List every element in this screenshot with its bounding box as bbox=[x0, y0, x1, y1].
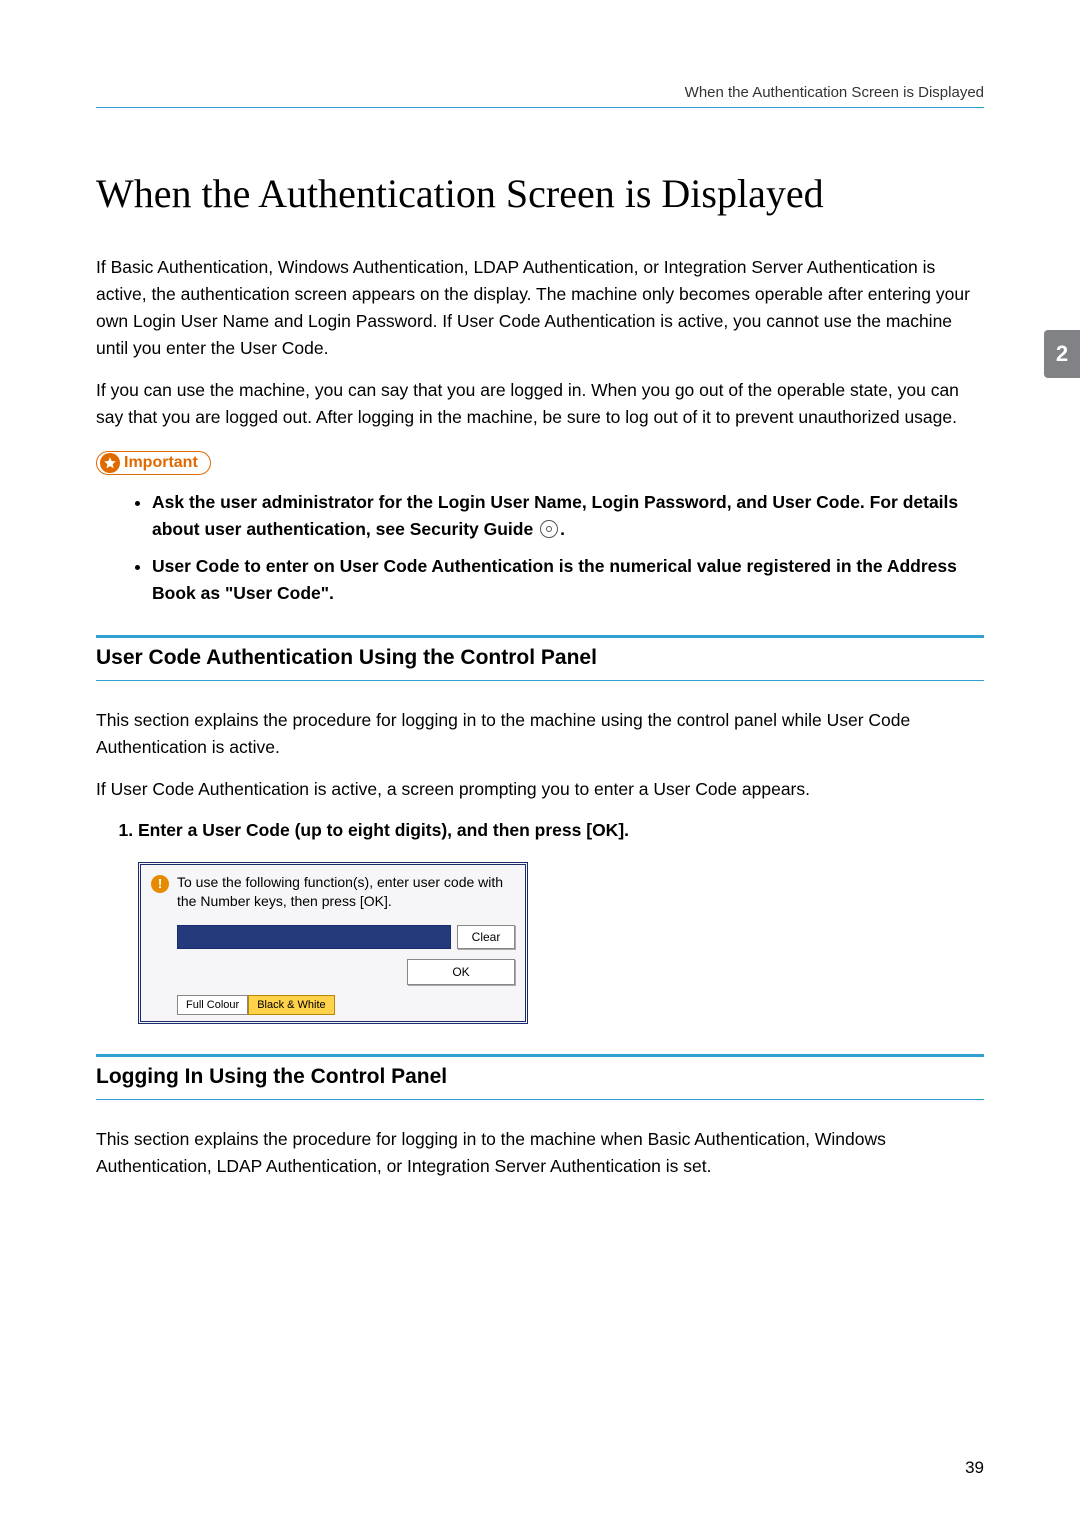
tab-full-colour[interactable]: Full Colour bbox=[177, 995, 248, 1015]
section-heading-1: User Code Authentication Using the Contr… bbox=[96, 638, 984, 681]
panel-input-row: Clear bbox=[151, 925, 515, 949]
page: When the Authentication Screen is Displa… bbox=[0, 0, 1080, 1532]
section1-step-1: Enter a User Code (up to eight digits), … bbox=[138, 817, 984, 844]
running-title-text: When the Authentication Screen is Displa… bbox=[685, 84, 984, 101]
important-badge: Important bbox=[96, 451, 211, 475]
chapter-number: 2 bbox=[1056, 341, 1068, 367]
section2-paragraph-1: This section explains the procedure for … bbox=[96, 1126, 984, 1180]
user-code-input[interactable] bbox=[177, 925, 451, 949]
important-item-1-text-b: . bbox=[560, 519, 565, 539]
page-number: 39 bbox=[965, 1458, 984, 1478]
chapter-tab: 2 bbox=[1044, 330, 1080, 378]
section1-paragraph-1: This section explains the procedure for … bbox=[96, 707, 984, 761]
control-panel-screenshot: ! To use the following function(s), ente… bbox=[138, 862, 528, 1024]
page-title: When the Authentication Screen is Displa… bbox=[96, 170, 984, 218]
intro-paragraph-1: If Basic Authentication, Windows Authent… bbox=[96, 254, 984, 363]
important-item-1: Ask the user administrator for the Login… bbox=[152, 489, 984, 543]
important-list: Ask the user administrator for the Login… bbox=[96, 489, 984, 608]
star-icon bbox=[100, 453, 120, 473]
intro-paragraph-2: If you can use the machine, you can say … bbox=[96, 377, 984, 431]
info-icon: ! bbox=[151, 875, 169, 893]
section-heading-2: Logging In Using the Control Panel bbox=[96, 1057, 984, 1100]
section1-steps: Enter a User Code (up to eight digits), … bbox=[96, 817, 984, 844]
important-item-2: User Code to enter on User Code Authenti… bbox=[152, 553, 984, 607]
cd-icon bbox=[540, 520, 558, 538]
panel-message-row: ! To use the following function(s), ente… bbox=[151, 873, 515, 911]
tab-black-white[interactable]: Black & White bbox=[248, 995, 334, 1015]
section1-paragraph-2: If User Code Authentication is active, a… bbox=[96, 776, 984, 803]
clear-button[interactable]: Clear bbox=[457, 925, 515, 949]
panel-ok-row: OK bbox=[151, 959, 515, 985]
important-label: Important bbox=[124, 454, 198, 472]
panel-message: To use the following function(s), enter … bbox=[177, 873, 515, 911]
running-header: When the Authentication Screen is Displa… bbox=[96, 84, 984, 108]
ok-button[interactable]: OK bbox=[407, 959, 515, 985]
panel-tabs: Full Colour Black & White bbox=[151, 995, 515, 1015]
